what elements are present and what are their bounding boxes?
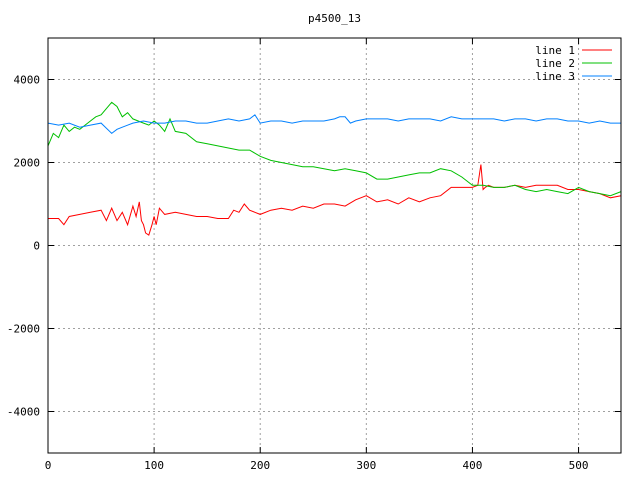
plot-frame	[47, 37, 622, 454]
legend-label-2: line 2	[535, 57, 575, 70]
legend-label-1: line 1	[535, 44, 575, 57]
y-tick-label: 0	[33, 240, 40, 253]
series-lines	[47, 101, 622, 236]
y-tick-label: 2000	[14, 157, 41, 170]
x-tick-label: 500	[569, 459, 589, 472]
series-line-1	[48, 164, 622, 236]
chart-title: p4500_13	[308, 12, 361, 25]
axes: 0 100 200 300 400 500 -4000 -2000 0 2000 4000	[7, 37, 622, 472]
x-tick-label: 100	[144, 459, 164, 472]
series-line-2	[47, 101, 622, 197]
x-tick-label: 300	[356, 459, 376, 472]
y-tick-label: 4000	[14, 74, 41, 87]
x-tick-label: 200	[250, 459, 270, 472]
y-tick-label: -4000	[7, 406, 40, 419]
series-line-3	[47, 114, 621, 135]
legend-label-3: line 3	[535, 70, 575, 83]
x-tick-label: 0	[45, 459, 52, 472]
grid-lines	[48, 38, 621, 453]
x-tick-label: 400	[463, 459, 483, 472]
y-tick-label: -2000	[7, 323, 40, 336]
